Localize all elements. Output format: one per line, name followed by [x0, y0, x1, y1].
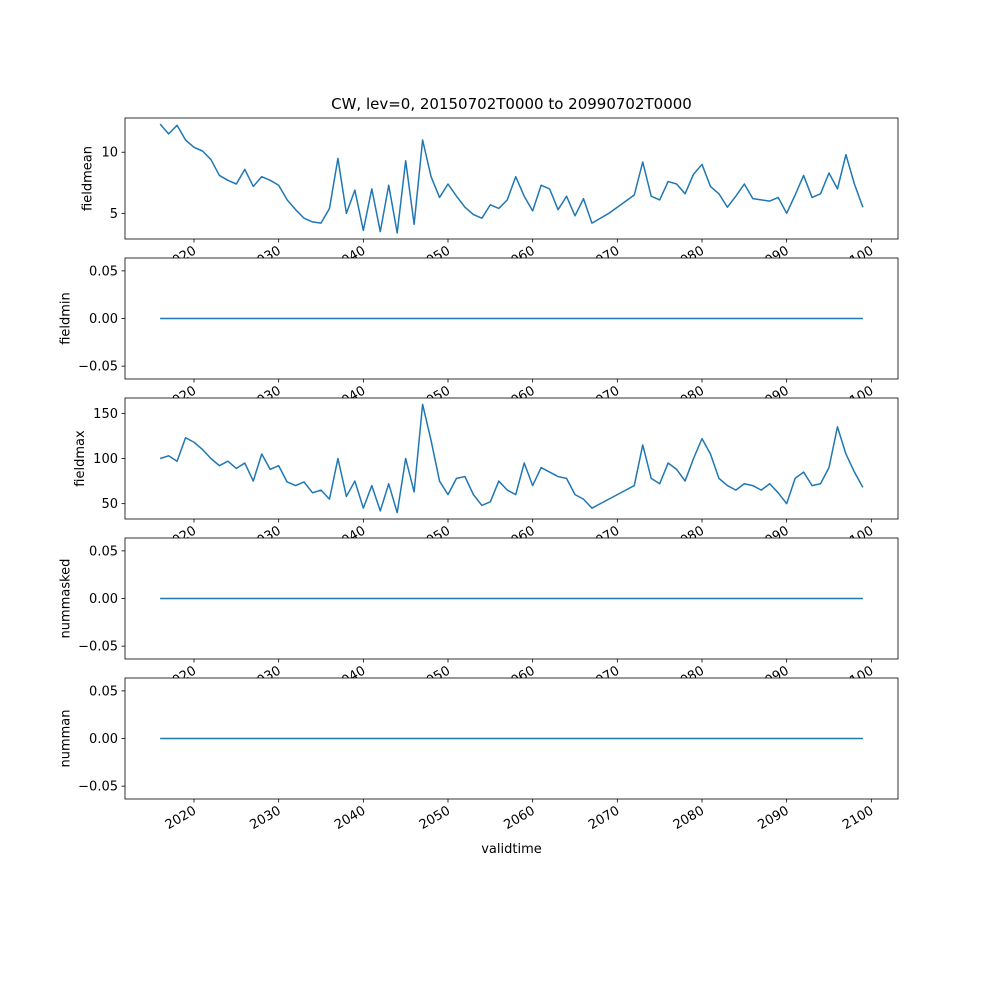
y-tick-label: 0.05 [89, 684, 118, 699]
series-line-fieldmean [159, 123, 864, 234]
x-tick-label: 2060 [502, 803, 538, 833]
subplot-fieldmin: −0.050.000.05202020302040205020602070208… [59, 257, 899, 413]
y-tick-label: 0.00 [89, 732, 118, 747]
x-tick-label: 2090 [756, 803, 792, 833]
subplot-fieldmean: 510202020302040205020602070208020902100f… [80, 117, 899, 273]
y-tick-label: −0.05 [78, 780, 118, 795]
y-tick-label: 5 [110, 207, 118, 222]
y-tick-label: −0.05 [78, 640, 118, 655]
y-tick-label: 0.05 [89, 264, 118, 279]
x-tick-label: 2080 [671, 803, 707, 833]
subplot-fieldmax: 5010015020202030204020502060207020802090… [73, 397, 899, 553]
axes-background [125, 398, 898, 519]
subplot-nummasked: −0.050.000.05202020302040205020602070208… [59, 537, 899, 693]
y-axis-label-nummasked: nummasked [59, 559, 74, 639]
series-line-fieldmax [159, 403, 864, 514]
x-axis-label: validtime [481, 842, 542, 857]
x-tick-label: 2030 [248, 803, 284, 833]
y-tick-label: 150 [93, 407, 118, 422]
y-axis-label-fieldmin: fieldmin [59, 292, 74, 345]
x-tick-label: 2020 [163, 803, 199, 833]
y-axis-label-fieldmax: fieldmax [73, 430, 88, 487]
axes-frame [124, 117, 899, 240]
y-axis-label-fieldmean: fieldmean [80, 146, 95, 211]
y-tick-label: 50 [101, 497, 118, 512]
subplot-numman: −0.05 0.00 0.05 2020 2030 2040 2050 2060 2070 208… [59, 677, 899, 833]
y-tick-label: −0.05 [78, 360, 118, 375]
x-tick-label: 2070 [586, 803, 622, 833]
y-tick-label: 100 [93, 452, 118, 467]
axes-background [125, 118, 898, 239]
y-tick-label: 0.00 [89, 312, 118, 327]
x-tick-label: 2100 [840, 803, 876, 833]
y-axis-label-numman: numman [59, 709, 74, 767]
figure-title: CW, lev=0, 20150702T0000 to 20990702T000… [331, 95, 692, 113]
y-tick-label: 0.05 [89, 544, 118, 559]
x-tick-label: 2050 [417, 803, 453, 833]
x-tick-label: 2040 [332, 803, 368, 833]
y-tick-label: 0.00 [89, 592, 118, 607]
y-tick-label: 10 [101, 146, 118, 161]
